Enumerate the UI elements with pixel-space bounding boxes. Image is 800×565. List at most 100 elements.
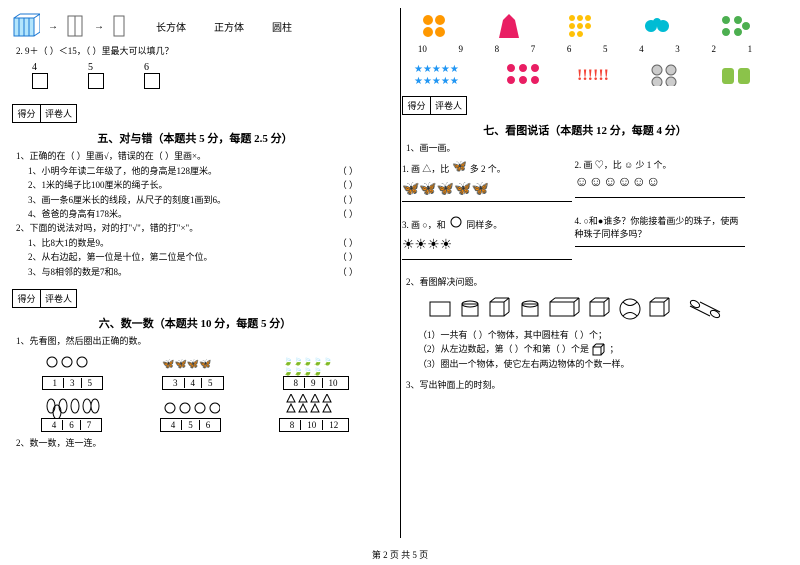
garlic-icon — [160, 394, 220, 418]
grader-label: 评卷人 — [41, 105, 76, 122]
count-group: 81012 — [279, 394, 350, 432]
q5-2b: 2、从右边起，第一位是十位，第二位是个位。（ ） — [28, 250, 378, 264]
apple-icon — [718, 12, 750, 40]
grader-label: 评卷人 — [431, 97, 466, 114]
prism-icon — [112, 12, 128, 40]
worksheet-page: → → 长方体 正方体 圆柱 2. 9＋（ ）＜15，（ ）里最大可以填几？ 4… — [0, 0, 800, 545]
count-group: 🦋🦋🦋🦋 345 — [162, 352, 224, 390]
opt-num: 5 — [88, 62, 104, 73]
svg-text:☀☀☀☀: ☀☀☀☀ — [402, 238, 452, 253]
solids-icon — [425, 294, 745, 324]
count-row-2: 467 456 81012 — [12, 394, 378, 432]
score-section: 得分 评卷人 — [12, 289, 378, 312]
option-b: 5 — [88, 62, 104, 92]
butterflies: 🦋🦋🦋🦋🦋 — [402, 179, 502, 195]
section-5-title: 五、对与错（本题共 5 分，每题 2.5 分） — [12, 130, 378, 146]
score-section: 得分 评卷人 — [402, 96, 768, 119]
star-icon: ★★★★★★★★★★ — [414, 62, 474, 86]
bag-icon — [720, 62, 756, 86]
q5-2a: 1、比8大1的数是9。（ ） — [28, 236, 378, 250]
q6-1: 1、先看图，然后圈出正确的数。 — [16, 334, 378, 348]
svg-text:🍃🍃🍃🍃🍃: 🍃🍃🍃🍃🍃 — [283, 356, 333, 366]
butterfly-icon: 🦋🦋🦋🦋 — [162, 352, 222, 376]
folded-icon — [66, 12, 86, 40]
q5-1d: 4、爸爸的身高有178米。（ ） — [28, 207, 378, 221]
checkbox[interactable] — [32, 73, 48, 89]
page-footer: 第 2 页 共 5 页 — [0, 548, 800, 561]
q7-2-1: （1）一共有（ ）个物体，其中圆柱有（ ）个； — [418, 328, 768, 342]
q7-1-3: 3. 画 ○，和 同样多。 ☀☀☀☀ — [402, 214, 572, 266]
checkbox[interactable] — [88, 73, 104, 89]
arrow: → — [48, 21, 58, 32]
icon-row-2: ★★★★★★★★★★ !!!!!! — [402, 62, 768, 86]
score-section: 得分 评卷人 — [12, 104, 378, 127]
count-group: 467 — [41, 394, 103, 432]
triangle-icon — [279, 394, 339, 418]
arrow: → — [94, 21, 104, 32]
svg-text:🦋🦋🦋🦋: 🦋🦋🦋🦋 — [162, 359, 212, 370]
q7-3: 3、写出钟面上的时刻。 — [406, 378, 768, 392]
score-box: 得分 评卷人 — [12, 289, 77, 308]
svg-text:★★★★★: ★★★★★ — [414, 64, 459, 75]
q7-2-2: （2）从左边数起，第（ ）个和第（ ）个是 ； — [418, 342, 768, 357]
q5-1a: 1、小明今年读二年级了，他的身高是128厘米。（ ） — [28, 164, 378, 178]
dot-icon — [505, 62, 545, 86]
opt-num: 4 — [32, 62, 48, 73]
q5-1b: 2、1米的绳子比100厘米的绳子长。（ ） — [28, 178, 378, 192]
option-c: 6 — [144, 62, 160, 92]
leaf-icon: 🍃🍃🍃🍃🍃🍃🍃🍃🍃 — [283, 352, 343, 376]
solids-row — [402, 294, 768, 324]
score-label: 得分 — [13, 105, 41, 122]
q6-2: 2、数一数，连一连。 — [16, 436, 378, 450]
q7-1-2: 2. 画 ♡，比 ☺ 少 1 个。 ☺☺☺☺☺☺ — [575, 158, 745, 204]
score-label: 得分 — [13, 290, 41, 307]
cuboid-icon — [12, 12, 40, 40]
score-box: 得分 评卷人 — [12, 104, 77, 123]
svg-text:🍃🍃🍃🍃: 🍃🍃🍃🍃 — [283, 366, 323, 376]
inequality-question: 2. 9＋（ ）＜15，（ ）里最大可以填几？ — [16, 44, 378, 58]
duck-icon — [566, 12, 598, 40]
q7-1-1: 1. 画 △，比 🦋 多 2 个。 🦋🦋🦋🦋🦋 — [402, 158, 572, 208]
q5-2: 2、下面的说法对吗，对的打"√"，错的打"×"。 — [16, 221, 378, 235]
number-row: 10987654321 — [402, 44, 768, 54]
shape-label: 正方体 — [214, 19, 244, 34]
section-7-title: 七、看图说话（本题共 12 分，每题 4 分） — [402, 122, 768, 138]
sun-icon — [448, 214, 464, 228]
q7-1-4: 4. ○和●谁多？你能接着画少的珠子，使两种珠子同样多吗？ — [575, 214, 745, 253]
q7-1: 1、画一画。 — [406, 141, 768, 155]
count-group: 456 — [160, 394, 222, 432]
score-label: 得分 — [403, 97, 431, 114]
leaf2-icon — [41, 394, 101, 418]
left-column: → → 长方体 正方体 圆柱 2. 9＋（ ）＜15，（ ）里最大可以填几？ 4… — [0, 0, 390, 545]
checkbox[interactable] — [144, 73, 160, 89]
shape-label: 长方体 — [156, 19, 186, 34]
count-group: 🍃🍃🍃🍃🍃🍃🍃🍃🍃 8910 — [283, 352, 349, 390]
opt-num: 6 — [144, 62, 160, 73]
q5-1c: 3、画一条6厘米长的线段，从尺子的刻度1画到6。（ ） — [28, 193, 378, 207]
bubble-icon — [643, 12, 673, 40]
right-column: 10987654321 ★★★★★★★★★★ !!!!!! 得分 评卷人 七、看… — [390, 0, 780, 545]
q7-2-3: （3）圈出一个物体，使它左右两边物体的个数一样。 — [418, 357, 768, 371]
svg-text:!!!!!!: !!!!!! — [577, 67, 609, 84]
cube-icon — [591, 343, 607, 357]
q5-1: 1、正确的在（ ）里画√，错误的在（ ）里画×。 — [16, 149, 378, 163]
score-box: 得分 评卷人 — [402, 96, 467, 115]
flower-icon — [42, 352, 102, 376]
q5-2c: 3、与8相邻的数是7和8。（ ） — [28, 265, 378, 279]
grader-label: 评卷人 — [41, 290, 76, 307]
section-6-title: 六、数一数（本题共 10 分，每题 5 分） — [12, 315, 378, 331]
exclaim-icon: !!!!!! — [577, 62, 617, 86]
shape-label: 圆柱 — [272, 19, 292, 34]
count-row-1: 135 🦋🦋🦋🦋 345 🍃🍃🍃🍃🍃🍃🍃🍃🍃 8910 — [12, 352, 378, 390]
ball-icon — [649, 62, 689, 86]
option-a: 4 — [32, 62, 48, 92]
q7-2: 2、看图解决问题。 — [406, 275, 768, 289]
icon-number-row — [402, 12, 768, 40]
count-group: 135 — [42, 352, 104, 390]
option-row: 4 5 6 — [32, 62, 378, 92]
fox-icon — [420, 12, 452, 40]
butterfly-icon: 🦋 — [452, 158, 468, 172]
suns: ☀☀☀☀ — [402, 235, 502, 253]
shape-row: → → 长方体 正方体 圆柱 — [12, 12, 378, 40]
dress-icon — [497, 12, 521, 40]
